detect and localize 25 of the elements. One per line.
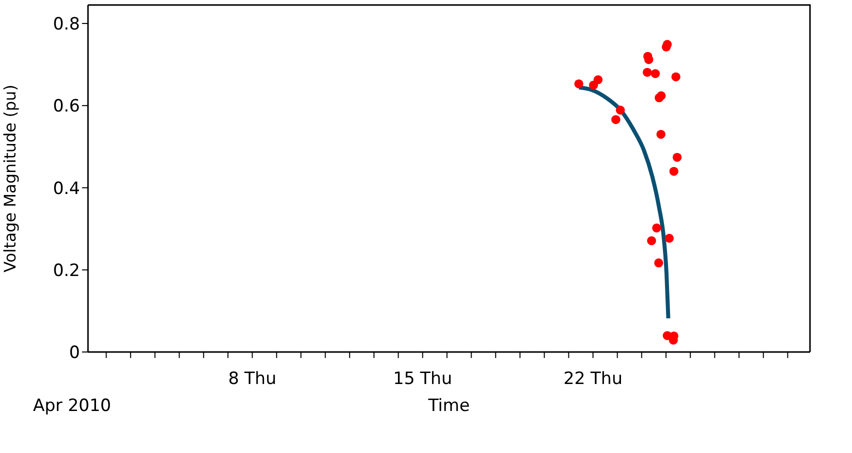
text: Apr 2010 (33, 396, 112, 416)
x-axis-title: Time (428, 396, 470, 416)
y-tick-label: 0.2 (52, 260, 80, 281)
y-tick-label: 0.8 (52, 14, 80, 35)
y-axis-title: Voltage Magnitude (pu) (0, 84, 20, 272)
point (664, 234, 674, 243)
point (594, 75, 603, 84)
point (669, 166, 678, 176)
point (611, 115, 620, 124)
point (574, 79, 584, 88)
x-tick-label: 22 Thu (564, 369, 622, 389)
point (672, 152, 682, 162)
point (654, 258, 664, 268)
x-tick-label: 15 Thu (393, 369, 452, 389)
point (616, 106, 625, 115)
point (671, 72, 680, 82)
point (647, 236, 656, 246)
y-tick-label: 0.4 (52, 178, 80, 199)
point (652, 223, 662, 232)
y-tick-label: 0 (69, 343, 80, 364)
point (642, 68, 652, 77)
point (656, 130, 666, 139)
point (650, 69, 660, 78)
y-tick-label: 0.6 (52, 96, 80, 117)
x-tick-label: 8 Thu (228, 369, 276, 389)
